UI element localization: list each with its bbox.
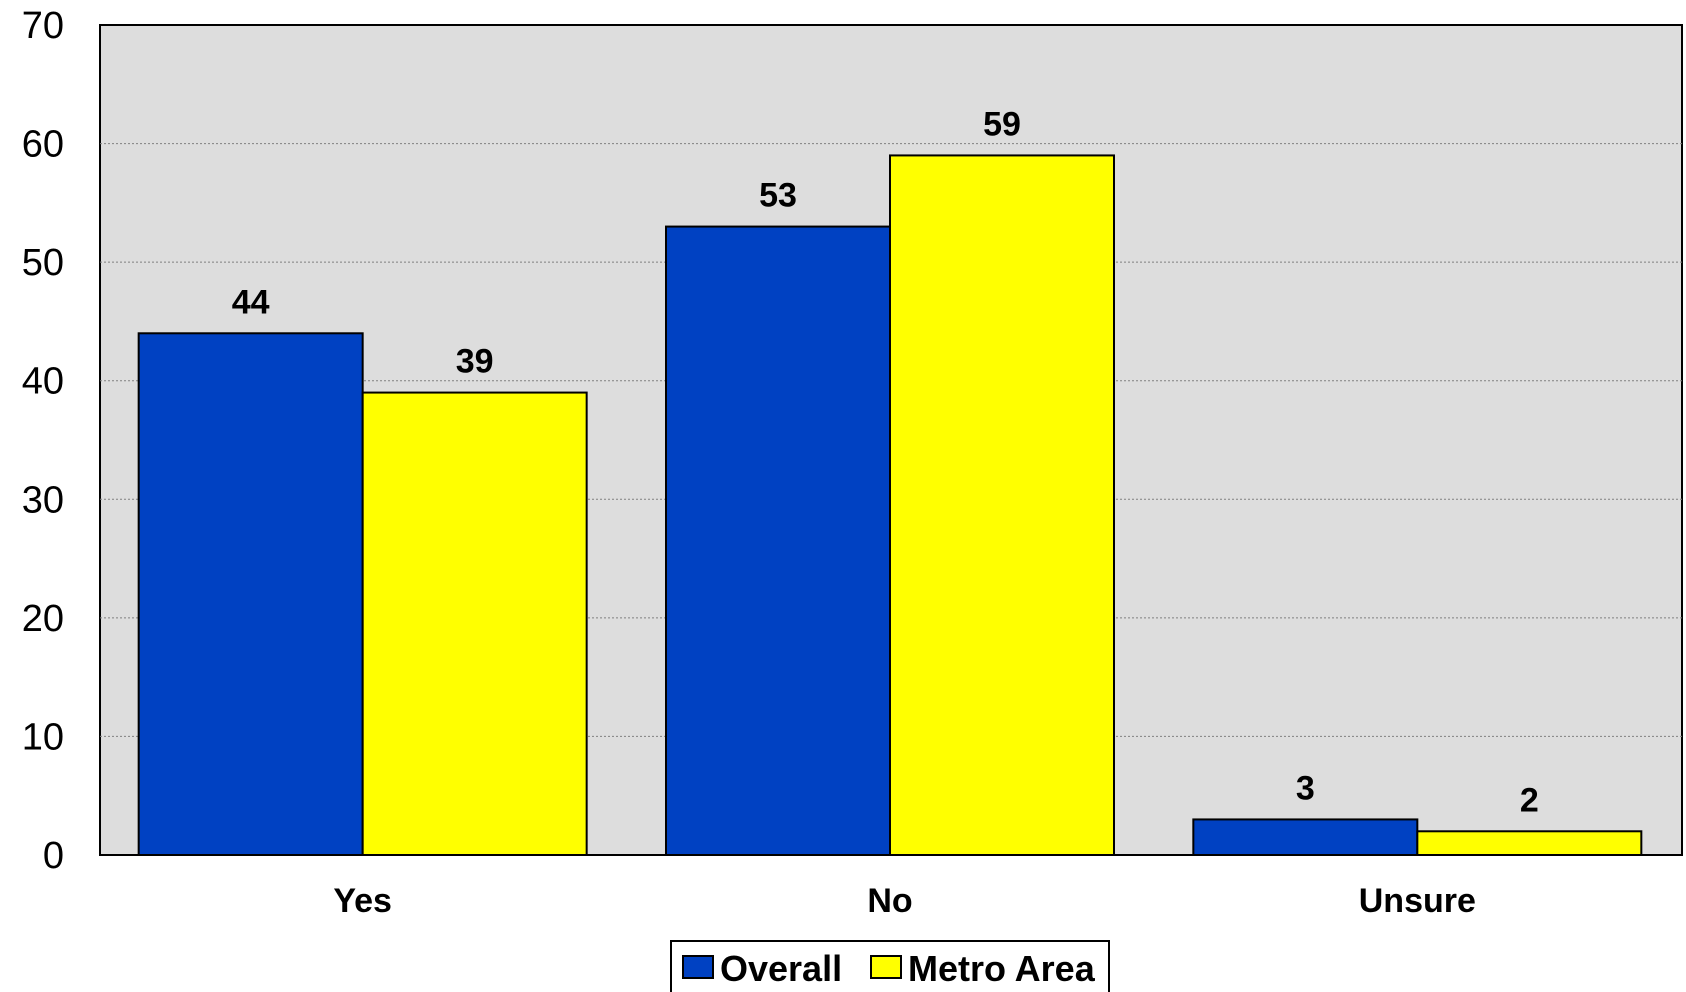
y-tick-label: 50 — [22, 242, 64, 284]
x-axis: Yes No Unsure — [333, 882, 1476, 920]
legend-label: Metro Area — [908, 948, 1096, 989]
data-label: 59 — [983, 105, 1021, 143]
y-tick-label: 30 — [22, 479, 64, 521]
y-tick-label: 40 — [22, 361, 64, 403]
data-label: 3 — [1296, 769, 1315, 807]
bar-metro-area-yes — [361, 391, 588, 856]
data-labels: 44 39 53 59 3 2 — [232, 105, 1539, 819]
y-axis: 0 10 20 30 40 50 60 70 — [22, 5, 64, 877]
data-label: 44 — [232, 283, 270, 321]
legend-swatch-overall — [682, 955, 714, 979]
y-tick-label: 60 — [22, 124, 64, 166]
data-label: 39 — [456, 343, 494, 381]
bar-overall-unsure — [1192, 818, 1419, 857]
legend-swatch-metro-area — [870, 955, 902, 979]
bar-overall-no — [665, 225, 891, 857]
y-tick-label: 70 — [22, 5, 64, 47]
y-tick-label: 20 — [22, 598, 64, 640]
x-tick-label: Yes — [333, 882, 392, 920]
bar-metro-area-no — [889, 154, 1115, 856]
bar-metro-area-unsure — [1416, 830, 1643, 856]
x-tick-label: No — [867, 882, 912, 920]
legend-label: Overall — [720, 948, 842, 989]
y-tick-label: 10 — [22, 716, 64, 758]
data-label: 53 — [759, 177, 797, 215]
x-tick-label: Unsure — [1359, 882, 1476, 920]
y-tick-label: 0 — [43, 835, 64, 877]
bar-overall-yes — [137, 332, 364, 856]
legend: Overall Metro Area — [670, 940, 1110, 992]
data-label: 2 — [1520, 781, 1539, 819]
bars — [137, 154, 1643, 857]
